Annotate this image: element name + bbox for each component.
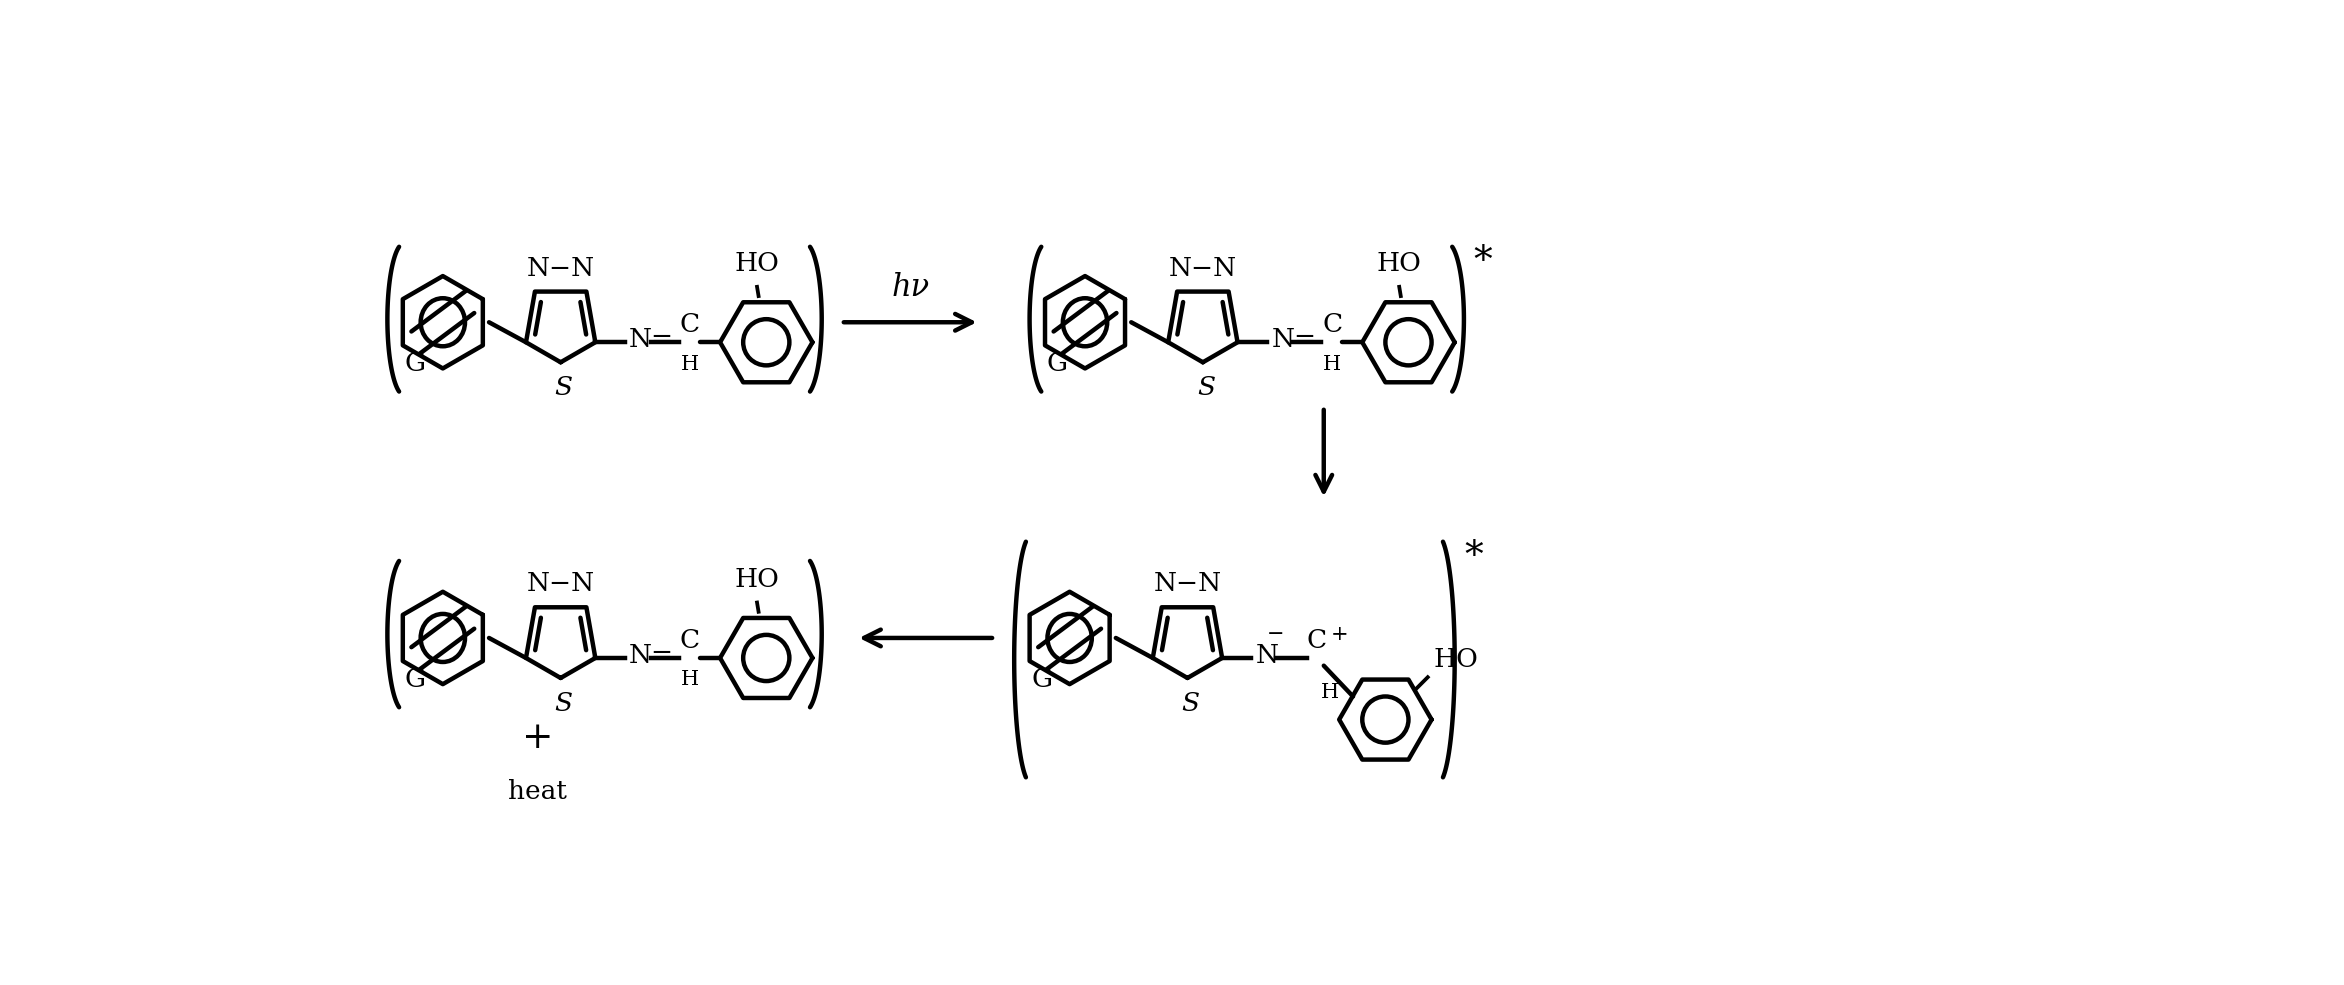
Text: S: S — [1198, 375, 1214, 400]
Text: G: G — [1048, 352, 1069, 376]
Text: HO: HO — [1432, 647, 1479, 672]
Text: N−N: N−N — [527, 256, 595, 281]
Text: H: H — [682, 355, 699, 373]
Text: *: * — [1465, 539, 1484, 574]
Text: −: − — [1268, 625, 1285, 644]
Text: G: G — [1031, 667, 1052, 692]
Text: S: S — [556, 691, 572, 716]
Text: N−N: N−N — [1153, 571, 1221, 597]
Text: S: S — [1181, 691, 1200, 716]
Text: C: C — [1322, 312, 1343, 337]
Text: N=: N= — [1270, 327, 1317, 353]
Text: C: C — [680, 627, 701, 653]
Text: N: N — [1256, 643, 1280, 668]
Text: S: S — [556, 375, 572, 400]
Text: +: + — [1331, 625, 1348, 644]
Text: N−N: N−N — [527, 571, 595, 597]
Text: N=: N= — [628, 643, 675, 668]
Text: heat: heat — [509, 779, 567, 805]
Text: G: G — [406, 352, 427, 376]
Text: +: + — [523, 720, 553, 756]
Text: HO: HO — [734, 251, 781, 276]
Text: G: G — [406, 667, 427, 692]
Text: H: H — [682, 670, 699, 690]
Text: *: * — [1472, 243, 1491, 280]
Text: N−N: N−N — [1170, 256, 1238, 281]
Text: H: H — [1324, 355, 1341, 373]
Text: hν: hν — [891, 272, 928, 303]
Text: H: H — [1322, 683, 1338, 701]
Text: C: C — [1308, 627, 1327, 653]
Text: HO: HO — [734, 566, 781, 592]
Text: N=: N= — [628, 327, 675, 353]
Text: C: C — [680, 312, 701, 337]
Text: HO: HO — [1376, 251, 1423, 276]
